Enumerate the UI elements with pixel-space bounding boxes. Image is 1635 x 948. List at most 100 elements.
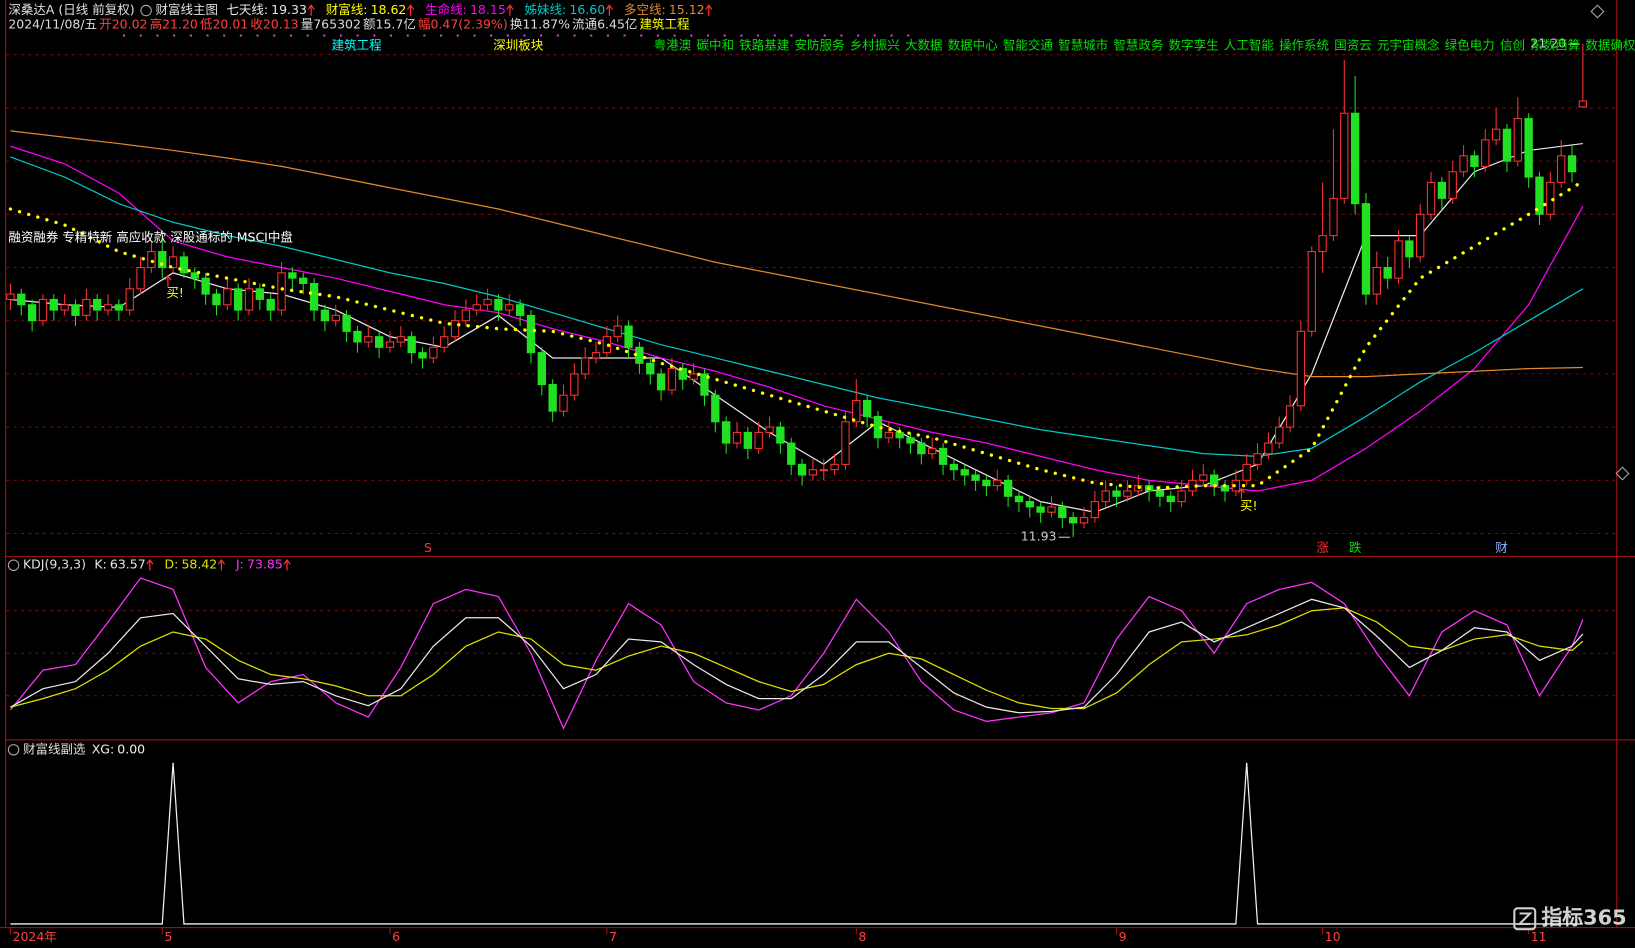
candle-body [1036,506,1045,513]
candle-body [461,309,471,322]
candle-body [613,325,622,338]
candle-body [190,272,199,279]
separator-dot [506,34,509,37]
candle-body [1079,517,1089,524]
quote-item: 幅0.47(2.39%) [418,17,508,32]
up-arrow-head [307,4,315,10]
candle-body [1502,128,1512,162]
indicator-line [10,142,1583,513]
legend-name: 生命线: [425,2,467,17]
separator-dot [389,34,393,37]
candle-body [266,298,275,311]
quote-item: 低20.01 [200,17,248,32]
candle-body [450,320,460,338]
candle-body [1003,479,1013,497]
candle-body [581,357,590,375]
quote-item: 换11.87% [510,17,570,32]
candle-body [982,479,991,487]
x-tick-label: 6 [392,929,400,944]
separator-dot [273,34,276,37]
candle-body [559,394,568,412]
candle-body [353,330,362,343]
watermark-logo [1517,912,1533,925]
candle-body [158,251,167,269]
concept-tag: 人工智能 [1224,37,1275,52]
panel-title: 财富线副选 [23,741,86,756]
candle-body [1329,197,1338,237]
candle-body [1557,155,1566,183]
legend-name: J: [235,557,244,572]
candle-body [374,336,384,348]
candle-body [1025,501,1034,508]
separator-dot [573,34,576,37]
kdj-line [9,577,1584,730]
candle-body [331,314,340,322]
candle-body [884,431,893,439]
candle-body [494,298,503,311]
candle-body [754,431,763,449]
candle-body [1199,474,1208,481]
candle-body [1405,240,1414,258]
x-tick-label: 5 [164,929,172,944]
concept-tag: 粤港澳 [654,37,692,52]
candle-body [1448,171,1457,199]
legend-name: K: [94,557,106,572]
candle-body [656,373,666,391]
quote-item: 开20.02 [99,17,147,32]
candle-body [1047,506,1056,513]
candle-body [342,314,351,332]
candle-body [1426,181,1436,215]
candle-body [179,256,189,274]
concept-tag: 智能交通 [1003,37,1054,52]
sector-tag: 深圳板块 [493,37,544,52]
separator-dot [456,34,459,37]
candle-body [93,298,102,311]
candle-body [711,394,720,423]
up-arrow-head [164,274,172,281]
candle-body [917,442,926,455]
separator-dot [873,34,876,37]
concept-tag: 安防服务 [794,37,844,52]
separator-dot [306,34,309,37]
candle-body [602,336,612,354]
toggle-icon[interactable] [1590,4,1605,19]
separator-dot [857,34,860,37]
separator-dot [740,34,743,37]
legend-value: 58.42 [181,557,217,572]
separator-dot [206,34,209,37]
concept-tag: 智慧政务 [1113,37,1163,52]
legend-name: 财富线: [326,2,368,17]
toggle-icon[interactable] [1615,466,1630,481]
separator-dot [590,34,593,37]
candle-body [1383,266,1392,279]
separator-dot [156,34,159,37]
marker-label: 涨 [1316,540,1329,555]
corner-button[interactable] [1590,4,1630,481]
separator-dot [890,34,893,37]
candle-body [906,437,915,444]
separator-dot [690,34,693,37]
candle-body [548,384,557,412]
legend-name: D: [164,557,178,572]
up-arrow-head [1237,487,1246,494]
separator-dot [706,34,710,37]
candle-body [1275,426,1284,444]
menu-icon [140,4,152,17]
candle-body [721,421,731,444]
candle-body [136,266,145,290]
candle-body [1513,118,1522,162]
candle-body [1491,128,1501,141]
candle-body [1090,501,1100,519]
up-arrow-head [506,4,514,10]
candle-body [591,352,601,359]
separator-dot [540,34,543,37]
concept-tag: 碳中和 [697,37,735,52]
legend-value: 16.60 [569,2,605,17]
legend-value: 15.12 [669,2,705,17]
candle-body [1470,155,1479,167]
candle-body [1567,155,1577,173]
buy-signal: 买! [1240,498,1258,513]
x-tick-label: 2024年 [13,929,57,944]
candle-body [787,442,796,465]
